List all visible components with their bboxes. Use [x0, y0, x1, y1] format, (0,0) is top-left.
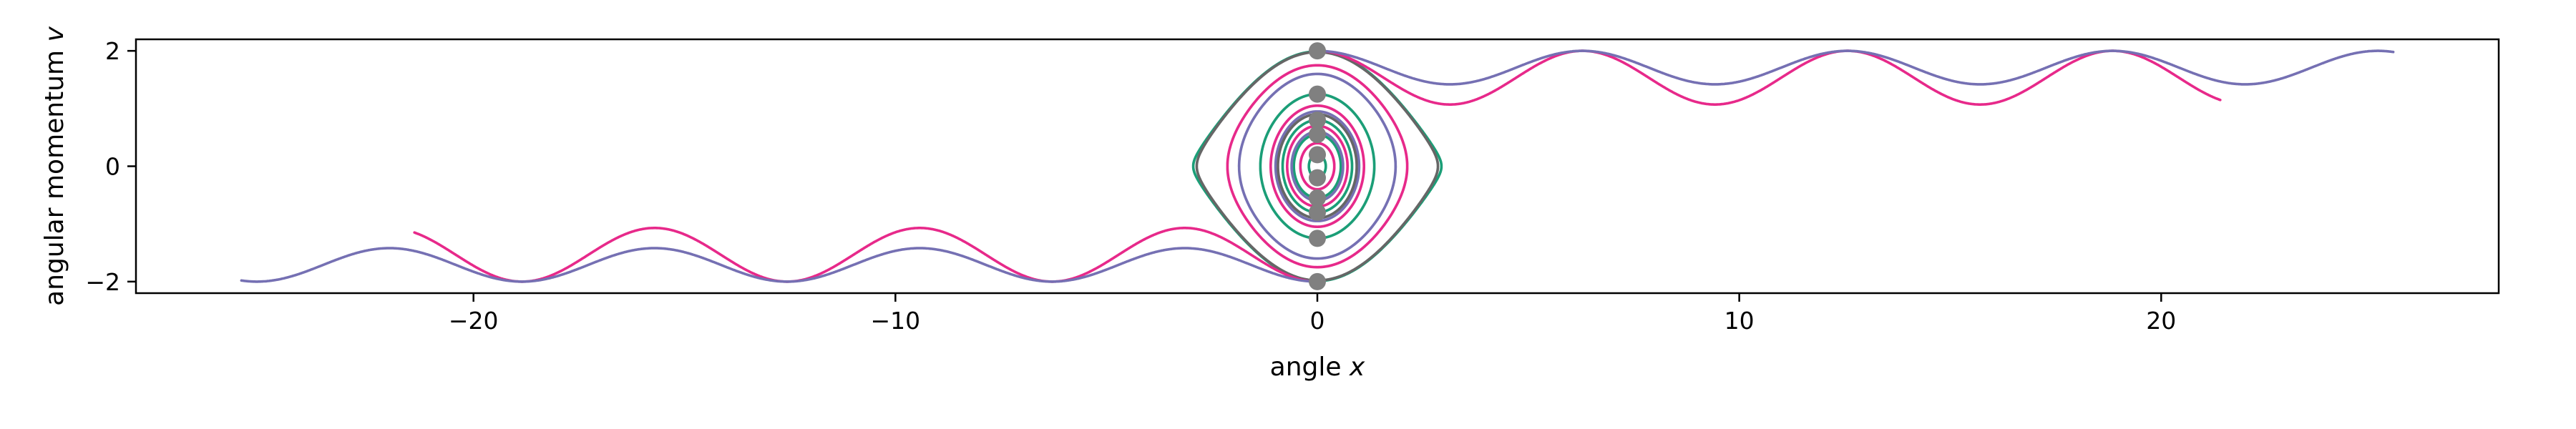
y-axis-label-variable: v	[40, 26, 69, 41]
x-axis-label-variable: x	[1349, 352, 1365, 382]
trajectory-line-18	[240, 247, 1319, 283]
trajectory-line-9	[1299, 142, 1336, 191]
initial-point-8	[1309, 204, 1326, 222]
y-axis-label-text: angular momentum	[40, 50, 69, 306]
y-axis-label: angular momentum v	[40, 26, 69, 305]
x-tick-label-1: −20	[449, 307, 499, 335]
trajectory-line-11	[1274, 110, 1361, 222]
initial-point-2	[1309, 85, 1326, 103]
y-tick-label-2: 0	[105, 153, 120, 181]
trajectory-line-12	[1290, 130, 1345, 202]
trajectory-line-7	[1269, 104, 1365, 228]
axes: −20 −10 0 10 20−202	[85, 37, 2500, 335]
x-axis-label-text: angle	[1270, 352, 1342, 382]
trajectory-lines	[240, 49, 2395, 283]
x-tick-label-4: 10	[1724, 307, 1755, 335]
axes-frame	[135, 38, 2500, 295]
x-tick-label-2: −10	[871, 307, 921, 335]
initial-point-7	[1309, 189, 1326, 207]
trajectory-line-2	[1259, 92, 1376, 240]
x-tick-label-5: 20	[2146, 307, 2176, 335]
initial-point-1	[1309, 42, 1326, 60]
trajectory-line-8	[1286, 124, 1349, 208]
trajectory-line-17	[1316, 49, 2395, 86]
initial-point-10	[1309, 272, 1326, 290]
initial-point-5	[1309, 146, 1326, 164]
initial-point-3	[1309, 111, 1326, 129]
initial-points	[1309, 42, 1326, 290]
y-tick-label-1: −2	[85, 268, 120, 296]
y-tick-label-3: 2	[105, 37, 120, 65]
trajectory-line-16	[413, 227, 1319, 283]
initial-point-6	[1309, 169, 1326, 187]
x-axis-label: angle x	[1270, 352, 1365, 382]
trajectory-line-6	[1226, 64, 1409, 269]
x-tick-label-3: 0	[1310, 307, 1325, 335]
trajectory-line-15	[1316, 49, 2222, 106]
initial-point-9	[1309, 230, 1326, 247]
trajectory-line-4	[1292, 133, 1342, 199]
initial-point-4	[1309, 126, 1326, 144]
trajectory-line-10	[1237, 72, 1397, 260]
